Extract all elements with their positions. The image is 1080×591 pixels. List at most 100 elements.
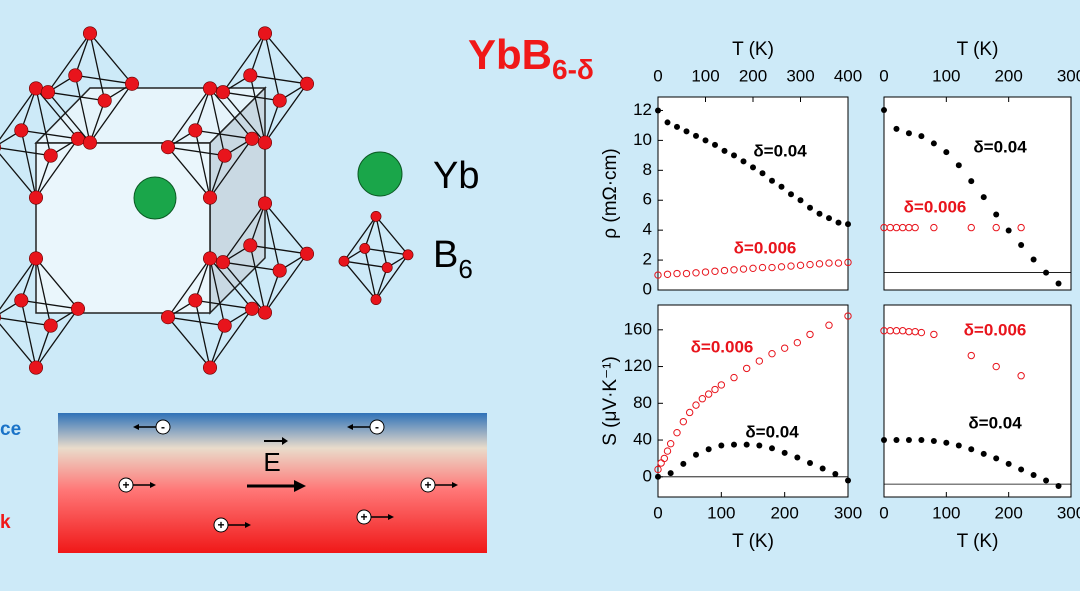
y-tick-label: 40 — [633, 430, 652, 449]
data-point — [781, 449, 788, 456]
y-tick-label: 0 — [643, 279, 652, 298]
data-point — [967, 351, 975, 360]
boron-atom — [202, 190, 218, 205]
b6-legend-marker — [338, 210, 414, 306]
data-point — [1030, 471, 1037, 478]
b-b-bond — [47, 91, 105, 102]
data-point — [769, 177, 775, 184]
boron-atom — [68, 68, 83, 83]
data-point — [797, 197, 804, 204]
b-b-bond — [209, 258, 226, 326]
data-point — [1018, 242, 1025, 249]
boron-atom — [82, 26, 98, 41]
data-point — [968, 446, 975, 453]
b-b-bond — [35, 258, 52, 326]
x-axis-label: T (K) — [732, 39, 774, 60]
b-b-bond — [47, 91, 91, 144]
b-b-bond — [264, 100, 281, 143]
b-b-bond — [20, 300, 37, 368]
y-tick-label: 12 — [633, 100, 652, 119]
x-tick-label: 0 — [653, 503, 662, 522]
data-point — [720, 266, 729, 275]
carrier — [213, 517, 229, 533]
boron-atom — [370, 210, 382, 222]
b-b-bond — [264, 83, 308, 143]
series-label: δ=0.04 — [753, 141, 807, 160]
boron-atom — [202, 251, 218, 266]
carrier-sign: - — [375, 420, 379, 434]
title-main: YbB — [468, 31, 552, 78]
b-b-bond — [194, 258, 211, 301]
b-b-bond — [35, 257, 79, 310]
b-b-bond — [264, 270, 281, 313]
carrier-arrow-head — [388, 514, 394, 520]
data-point — [1017, 223, 1025, 232]
series-label: δ=0.006 — [904, 197, 967, 216]
data-point — [980, 194, 987, 201]
data-point — [918, 437, 925, 444]
data-point — [881, 437, 887, 444]
x-axis-label: T (K) — [732, 531, 774, 552]
data-point — [881, 107, 887, 114]
b-b-bond — [0, 147, 51, 157]
y-tick-label: 0 — [643, 466, 652, 485]
x-tick-label: 300 — [786, 66, 814, 85]
carrier-arrow-head — [452, 482, 458, 488]
boron-atom — [70, 301, 86, 316]
boron-atom — [215, 85, 231, 100]
data-point — [917, 328, 926, 337]
data-point — [1030, 256, 1037, 263]
b-b-bond — [0, 258, 37, 310]
x-axis-label: T (K) — [957, 39, 999, 60]
data-point — [1055, 280, 1062, 287]
carrier-sign: + — [424, 478, 431, 492]
data-point — [993, 211, 1000, 218]
series-label: δ=0.04 — [968, 413, 1022, 432]
data-point — [893, 125, 900, 132]
boron-atom — [257, 196, 273, 211]
b-b-bond — [0, 88, 37, 140]
data-point — [701, 268, 710, 276]
boron-atom — [124, 76, 140, 91]
x-axis-label: T (K) — [957, 531, 999, 552]
data-point — [680, 460, 687, 467]
boron-atom — [299, 76, 315, 91]
b-b-bond — [264, 33, 281, 101]
data-point — [844, 312, 852, 320]
data-point — [711, 385, 719, 394]
field-arrow-head — [294, 480, 306, 492]
b-b-bond — [89, 83, 133, 143]
data-point — [655, 107, 661, 114]
data-point — [943, 439, 950, 446]
data-point — [654, 465, 662, 474]
x-tick-label: 0 — [653, 66, 662, 85]
data-point — [749, 264, 757, 273]
y-tick-label: 4 — [643, 220, 652, 239]
boron-atom — [0, 143, 2, 151]
x-tick-label: 300 — [1057, 66, 1080, 85]
data-point — [967, 223, 975, 232]
b-b-bond — [35, 325, 52, 368]
carrier-arrow-head — [245, 522, 251, 528]
data-point — [930, 437, 937, 444]
b-b-bond — [209, 87, 253, 140]
carrier — [369, 419, 385, 435]
boron-atom — [370, 294, 382, 306]
b-b-bond — [364, 216, 377, 249]
b-b-bond — [194, 88, 211, 131]
boron-atom — [299, 246, 315, 261]
b-b-bond — [75, 74, 133, 85]
b-b-bond — [222, 203, 266, 263]
x-tick-label: 300 — [1057, 503, 1080, 522]
data-point — [1005, 227, 1012, 234]
y-axis-label: ρ (mΩ·cm) — [600, 148, 621, 238]
data-point — [674, 123, 680, 130]
data-point — [663, 447, 672, 455]
x-tick-label: 0 — [879, 66, 888, 85]
boron-atom — [244, 301, 260, 316]
boron-atom — [43, 148, 58, 163]
data-point — [905, 437, 912, 444]
boron-atom — [217, 148, 232, 163]
x-tick-label: 400 — [834, 66, 862, 85]
